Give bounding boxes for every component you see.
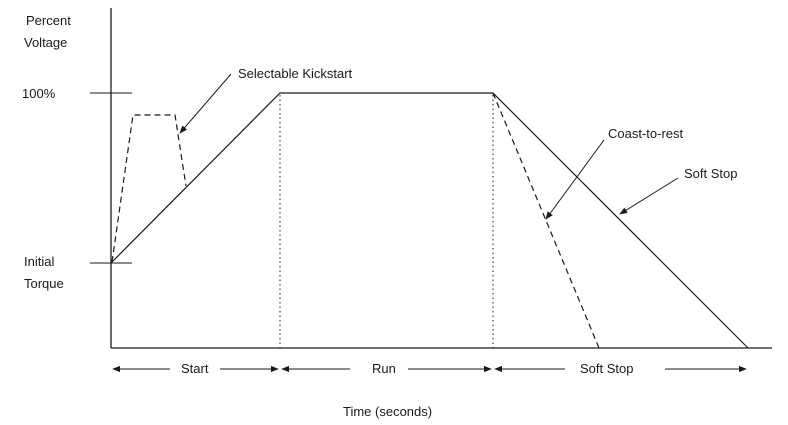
coast-to-rest-curve (492, 92, 600, 349)
stop-span-label: Soft Stop (580, 361, 633, 376)
soft-start-curve (110, 92, 749, 349)
y-axis-title-line1: Percent (26, 13, 71, 28)
tick-label-100: 100% (22, 86, 56, 101)
start-span-label: Start (181, 361, 209, 376)
tick-label-initial: Initial (24, 254, 54, 269)
tick-label-torque: Torque (24, 276, 64, 291)
soft-stop-curve-label: Soft Stop (684, 166, 737, 181)
x-axis-title: Time (seconds) (343, 404, 432, 419)
run-span-label: Run (372, 361, 396, 376)
y-axis-title-line2: Voltage (24, 35, 67, 50)
kickstart-label: Selectable Kickstart (238, 66, 353, 81)
kickstart-curve (111, 114, 187, 263)
soft-stop-pointer (619, 177, 679, 215)
kickstart-pointer (179, 73, 232, 134)
coast-to-rest-label: Coast-to-rest (608, 126, 684, 141)
coast-to-rest-pointer (545, 139, 605, 220)
